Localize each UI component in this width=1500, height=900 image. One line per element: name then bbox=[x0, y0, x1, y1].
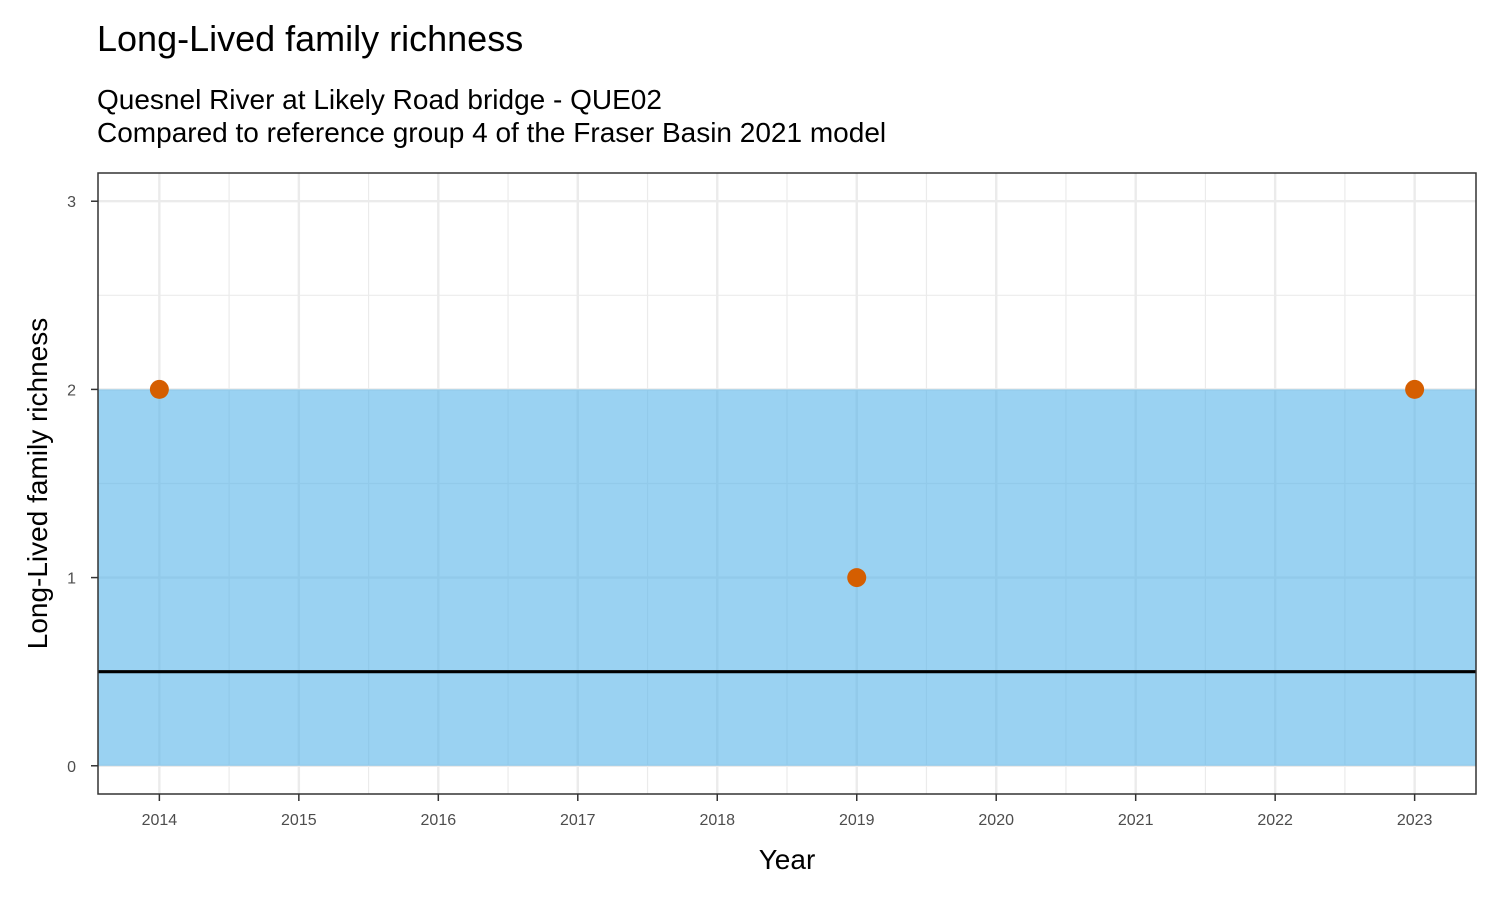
x-tick-label: 2017 bbox=[560, 812, 596, 829]
chart-title: Long-Lived family richness bbox=[97, 18, 524, 59]
x-tick-label: 2023 bbox=[1397, 812, 1433, 829]
y-axis-title: Long-Lived family richness bbox=[22, 318, 53, 650]
y-tick-label: 2 bbox=[67, 382, 76, 399]
x-tick-label: 2022 bbox=[1257, 812, 1293, 829]
x-tick-label: 2014 bbox=[142, 812, 178, 829]
x-axis: 2014 2015 2016 2017 2018 2019 2020 2021 2022 2023 bbox=[142, 794, 1433, 829]
chart-subtitle-line-2: Compared to reference group 4 of the Fra… bbox=[97, 117, 887, 148]
y-tick-label: 3 bbox=[67, 194, 76, 211]
data-point bbox=[847, 568, 867, 588]
x-axis-title: Year bbox=[759, 844, 816, 875]
x-tick-label: 2015 bbox=[281, 812, 317, 829]
x-tick-label: 2021 bbox=[1118, 812, 1154, 829]
x-tick-label: 2020 bbox=[978, 812, 1014, 829]
x-tick-label: 2016 bbox=[421, 812, 457, 829]
y-tick-label: 0 bbox=[67, 759, 76, 776]
x-tick-label: 2018 bbox=[699, 812, 735, 829]
y-axis: 0 1 2 3 bbox=[67, 194, 98, 776]
data-point bbox=[1405, 379, 1425, 399]
x-tick-label: 2019 bbox=[839, 812, 875, 829]
chart-subtitle: Quesnel River at Likely Road bridge - QU… bbox=[97, 83, 886, 149]
reference-band bbox=[98, 389, 1476, 766]
y-tick-label: 1 bbox=[67, 571, 76, 588]
chart-subtitle-line-1: Quesnel River at Likely Road bridge - QU… bbox=[97, 84, 662, 115]
data-point bbox=[149, 379, 169, 399]
panel-border bbox=[97, 172, 1477, 795]
